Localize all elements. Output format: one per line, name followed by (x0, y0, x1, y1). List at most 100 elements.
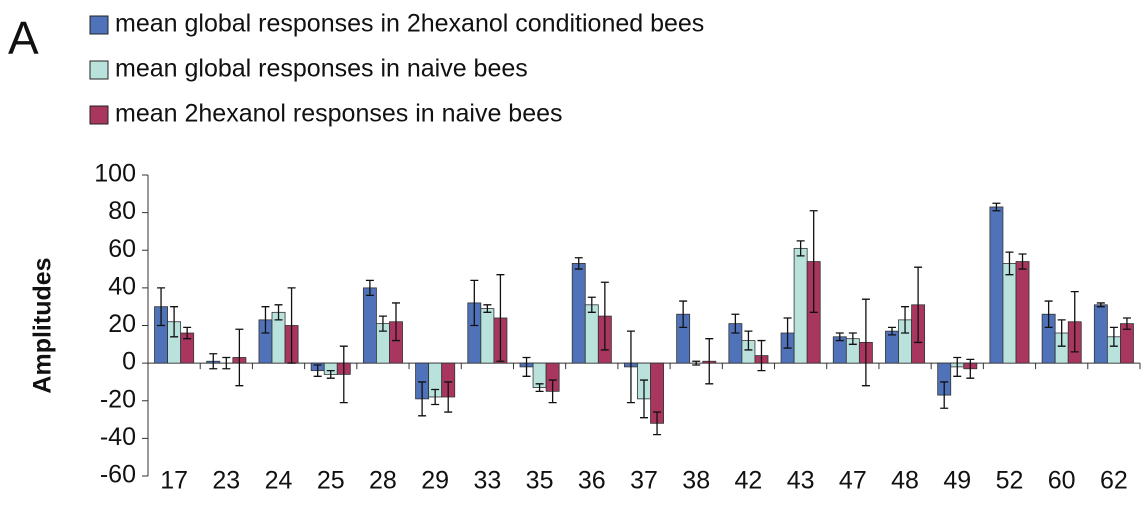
y-axis-label: Amplitudes (29, 257, 57, 393)
error-bar (470, 279, 479, 327)
legend-label: mean global responses in naive bees (115, 55, 528, 83)
x-tick-label: 23 (212, 467, 240, 495)
error-bar (600, 281, 609, 351)
error-bar (444, 381, 453, 413)
legend-swatch (89, 60, 109, 80)
error-bar (392, 302, 400, 342)
error-bar (705, 338, 714, 385)
x-tick-label: 37 (630, 467, 658, 495)
x-tick-label: 47 (839, 467, 867, 495)
error-bar (209, 353, 218, 370)
x-tick-label: 24 (265, 467, 293, 495)
bar (1093, 304, 1108, 364)
error-bar (848, 332, 857, 345)
x-tick-label: 36 (578, 467, 606, 495)
error-bar (1096, 302, 1105, 308)
error-bar (640, 379, 648, 419)
bar (571, 263, 586, 364)
legend-swatch (89, 105, 109, 125)
error-bar (744, 330, 753, 351)
y-tick-label: 20 (108, 310, 136, 338)
bar (584, 304, 599, 364)
error-bar (339, 345, 348, 404)
y-tick-label: -40 (100, 423, 136, 451)
y-tick-label: 40 (108, 272, 136, 300)
error-bar (731, 313, 740, 334)
error-bar (1018, 253, 1027, 270)
error-bar (914, 266, 923, 344)
x-tick-label: 25 (317, 467, 345, 495)
error-bar (365, 279, 374, 297)
error-bar (522, 356, 531, 377)
error-bar (901, 306, 910, 334)
error-bar (1044, 300, 1053, 329)
error-bar (287, 287, 296, 364)
error-bar (170, 306, 179, 338)
error-bar (222, 356, 231, 370)
error-bar (483, 304, 492, 313)
x-tick-label: 48 (891, 467, 919, 495)
x-tick-label: 49 (943, 467, 971, 495)
error-bar (679, 300, 688, 329)
error-bar (535, 383, 544, 392)
bar (885, 330, 899, 364)
legend-swatch (89, 15, 109, 35)
error-bar (1122, 317, 1131, 330)
y-tick-label: 0 (122, 348, 136, 376)
error-bar (861, 298, 870, 387)
error-bar (888, 326, 896, 336)
error-bar (757, 339, 766, 372)
x-tick-label: 52 (996, 467, 1024, 495)
bar (480, 308, 495, 364)
error-bar (940, 381, 949, 409)
error-bar (783, 317, 792, 349)
error-bar (587, 296, 596, 313)
y-tick-label: 100 (94, 160, 136, 188)
error-bar (326, 370, 335, 379)
error-bar (1109, 326, 1118, 347)
x-tick-label: 62 (1100, 467, 1128, 495)
legend-label: mean global responses in 2hexanol condit… (115, 10, 704, 38)
error-bar (953, 356, 962, 377)
bar (989, 206, 1004, 364)
error-bar (796, 240, 805, 257)
legend-label: mean 2hexanol responses in naive bees (115, 100, 563, 128)
error-bar (274, 304, 283, 321)
error-bar (626, 330, 635, 404)
error-bar (548, 379, 557, 404)
y-tick-label: 80 (108, 197, 136, 225)
x-tick-label: 29 (421, 467, 449, 495)
error-bar (692, 360, 701, 366)
x-tick-label: 33 (473, 467, 501, 495)
error-bar (992, 202, 1001, 212)
error-bar (183, 326, 192, 340)
error-bar (835, 332, 844, 342)
bar (1015, 261, 1030, 364)
error-bar (157, 287, 166, 327)
error-bar (1005, 251, 1014, 276)
error-bar (313, 364, 322, 377)
error-bar (418, 381, 427, 417)
error-bar (378, 315, 387, 332)
panel-label: A (8, 12, 39, 64)
x-tick-label: 38 (682, 467, 710, 495)
error-bar (496, 274, 505, 362)
error-bar (966, 358, 975, 379)
error-bar (261, 306, 270, 334)
x-tick-label: 35 (526, 467, 554, 495)
y-tick-label: -60 (100, 461, 136, 489)
x-tick-label: 17 (160, 467, 188, 495)
y-tick-label: -20 (100, 385, 136, 413)
error-bar (574, 257, 583, 270)
error-bar (809, 210, 818, 313)
x-tick-label: 43 (787, 467, 815, 495)
bar (1002, 263, 1017, 364)
error-bar (653, 411, 662, 436)
error-bar (235, 328, 244, 387)
x-tick-label: 60 (1048, 467, 1076, 495)
x-tick-label: 42 (735, 467, 763, 495)
error-bar (1070, 290, 1079, 353)
x-tick-label: 28 (369, 467, 397, 495)
y-tick-label: 60 (108, 235, 136, 263)
